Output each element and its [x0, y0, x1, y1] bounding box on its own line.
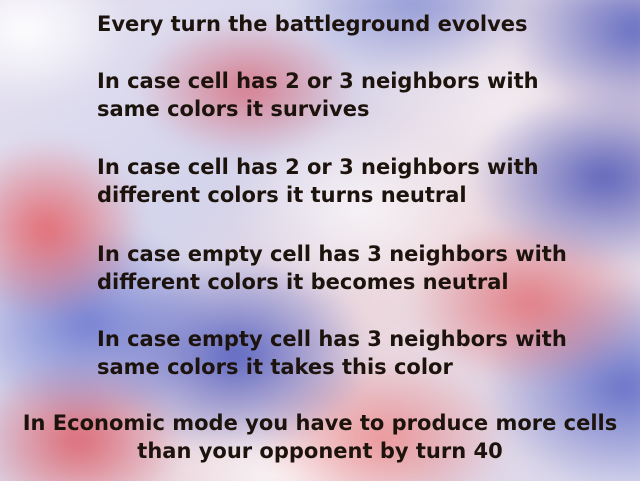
economic-mode-note: In Economic mode you have to produce mor…	[22, 411, 618, 463]
rule-evolution: Every turn the battleground evolves	[97, 12, 528, 36]
rule-empty-color-birth: In case empty cell has 3 neighbors with …	[97, 327, 567, 379]
rule-empty-neutral-birth: In case empty cell has 3 neighbors with …	[97, 242, 567, 294]
rule-neutral-conversion: In case cell has 2 or 3 neighbors with d…	[97, 155, 539, 207]
rule-survival: In case cell has 2 or 3 neighbors with s…	[97, 69, 539, 121]
